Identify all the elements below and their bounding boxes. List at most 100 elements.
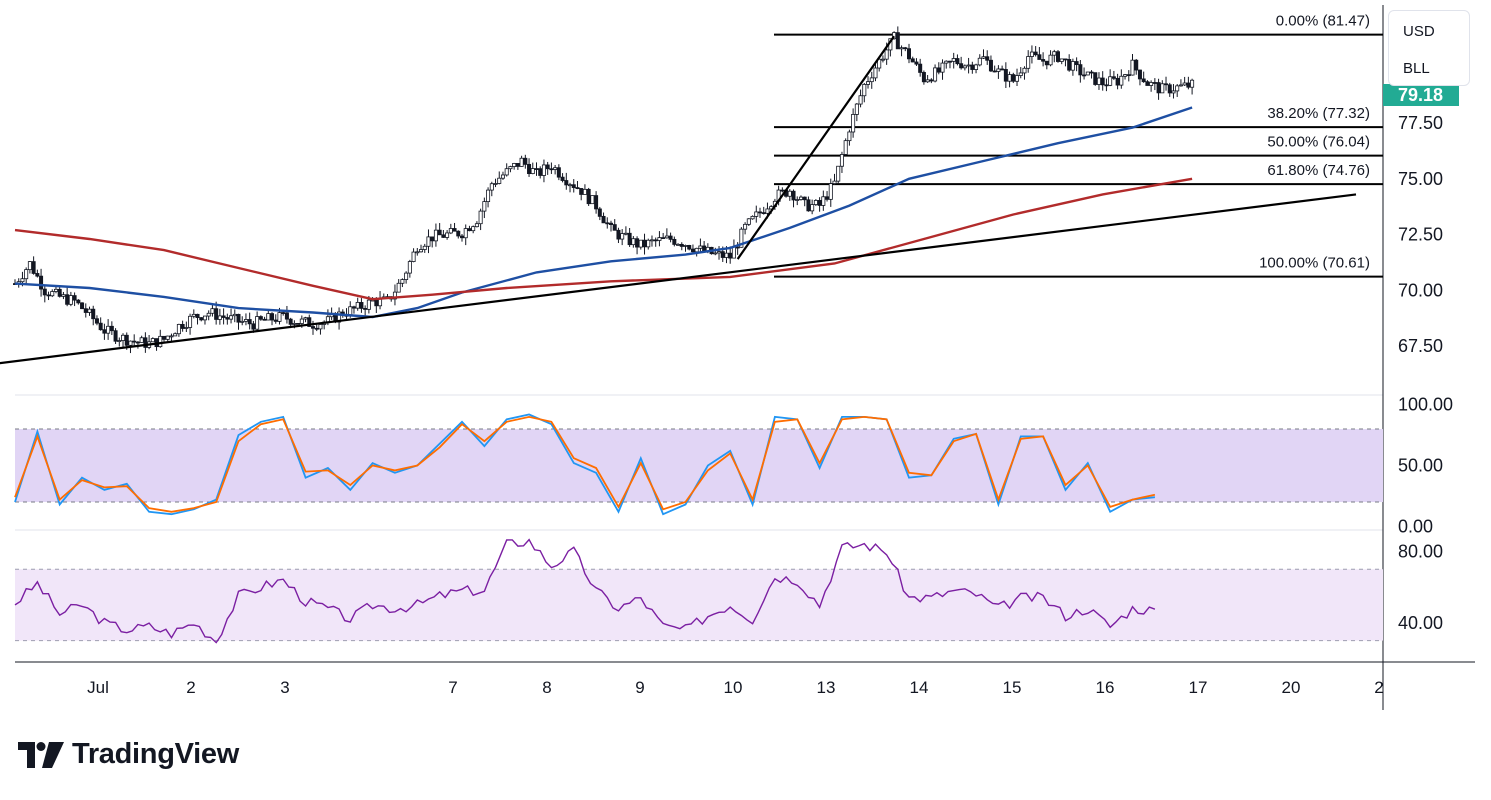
candle-body <box>541 164 546 176</box>
candle-body <box>1048 54 1053 66</box>
candle-body <box>258 316 263 320</box>
candle-body <box>117 340 122 342</box>
candle-body <box>150 338 155 343</box>
time-axis-tick: 13 <box>817 678 836 697</box>
candle-body <box>940 62 945 73</box>
candle-body <box>463 228 468 239</box>
currency-unit-box[interactable]: USD BLL <box>1388 10 1470 86</box>
candle-body <box>582 188 587 195</box>
candle-body <box>508 166 513 170</box>
candle-body <box>623 232 628 235</box>
candle-body <box>288 318 293 325</box>
candle-body <box>515 163 520 167</box>
candle-body <box>1059 58 1064 62</box>
candle-body <box>981 56 986 59</box>
currency-label[interactable]: USD <box>1403 23 1435 40</box>
candle-body <box>1182 82 1187 86</box>
candle-body <box>307 317 312 327</box>
candle-body <box>754 211 759 217</box>
candle-body <box>35 273 40 277</box>
candle-body <box>802 196 807 201</box>
candle-body <box>500 174 505 179</box>
candle-body <box>586 188 591 205</box>
symbol-label[interactable]: BLL <box>1403 60 1430 77</box>
candle-body <box>724 252 729 258</box>
candle-body <box>441 234 446 238</box>
candle-body <box>191 313 196 317</box>
candle-body <box>1108 76 1113 86</box>
moving-average-fast <box>14 106 1193 319</box>
candle-body <box>683 245 688 247</box>
candle-body <box>828 183 833 200</box>
candle-body <box>419 249 424 253</box>
candle-body <box>337 311 342 323</box>
candle-body <box>1167 84 1172 94</box>
candle-body <box>139 337 144 343</box>
candle-body <box>374 299 379 307</box>
candle-body <box>966 64 971 67</box>
stochastic-pane <box>14 413 1156 516</box>
rsi-pane <box>14 538 1156 644</box>
fib-level-label: 38.20% (77.32) <box>1267 105 1370 122</box>
stoch-axis-tick: 0.00 <box>1398 516 1433 536</box>
price-axis-tick: 77.50 <box>1398 113 1443 133</box>
candle-body <box>292 322 297 325</box>
rsi-axis-tick: 40.00 <box>1398 613 1443 633</box>
candle-body <box>366 299 371 310</box>
candle-body <box>798 196 803 200</box>
candle-body <box>355 302 360 309</box>
candle-body <box>459 235 464 239</box>
stoch-band <box>15 429 1383 503</box>
candle-body <box>1067 59 1072 71</box>
candle-body <box>482 201 487 212</box>
candle-body <box>474 223 479 228</box>
candle-body <box>866 81 871 85</box>
fib-level-label: 0.00% (81.47) <box>1276 13 1370 30</box>
candle-body <box>862 84 867 97</box>
candle-body <box>545 164 550 170</box>
time-axis-tick: 3 <box>280 678 289 697</box>
candle-body <box>1156 82 1161 94</box>
candle-body <box>1078 64 1083 76</box>
candle-body <box>284 312 289 320</box>
candle-body <box>206 312 211 317</box>
candle-body <box>1082 74 1087 77</box>
candle-body <box>873 67 878 79</box>
price-axis-tick: 70.00 <box>1398 280 1443 300</box>
candle-body <box>661 237 666 240</box>
candle-body <box>65 294 70 305</box>
candle-body <box>296 322 301 325</box>
candle-body <box>1033 51 1038 56</box>
candle-body <box>135 341 140 344</box>
candle-body <box>687 245 692 250</box>
candle-body <box>512 163 517 167</box>
axes: 77.50 75.00 72.50 70.00 67.50 100.00 50.00 0.00… <box>87 113 1453 697</box>
candle-body <box>936 67 941 73</box>
candle-body <box>91 308 96 320</box>
last-price-label: 79.18 <box>1398 85 1443 105</box>
impulse-trendline <box>736 35 896 260</box>
candle-body <box>944 60 949 64</box>
candle-body <box>1152 82 1157 84</box>
last-price-tag <box>1383 84 1459 106</box>
time-axis-tick: 7 <box>448 678 457 697</box>
candle-body <box>750 215 755 220</box>
candle-body <box>914 61 919 65</box>
candle-body <box>1063 58 1068 61</box>
candle-body <box>810 204 815 212</box>
candle-body <box>519 157 524 167</box>
candle-body <box>266 313 271 321</box>
candle-body <box>176 323 181 335</box>
candle-body <box>1026 56 1031 69</box>
candle-body <box>1052 51 1057 56</box>
candle-body <box>996 68 1001 72</box>
candle-body <box>806 199 811 212</box>
candle-body <box>1018 72 1023 76</box>
candle-body <box>676 243 681 246</box>
candle-body <box>415 251 420 254</box>
candle-body <box>132 340 137 343</box>
candle-body <box>471 226 476 232</box>
candle-body <box>612 224 617 231</box>
stoch-axis-tick: 50.00 <box>1398 456 1443 476</box>
